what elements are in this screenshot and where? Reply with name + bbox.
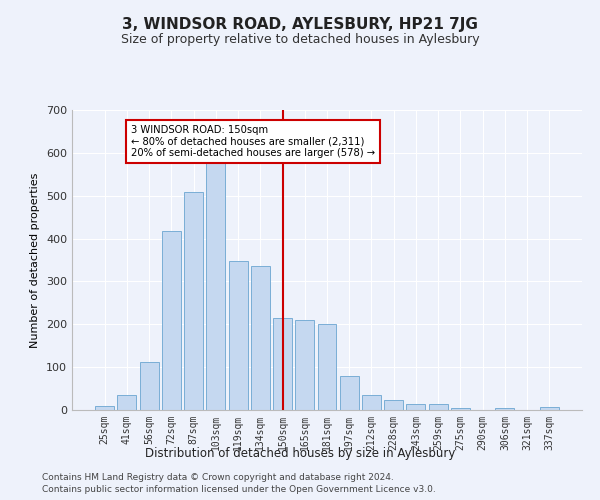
Bar: [206, 162, 225, 410]
Bar: [273, 318, 292, 410]
Text: Size of property relative to detached houses in Aylesbury: Size of property relative to detached ho…: [121, 32, 479, 46]
Bar: [340, 376, 359, 410]
Bar: [540, 406, 559, 410]
Bar: [140, 362, 158, 410]
Text: Contains HM Land Registry data © Crown copyright and database right 2024.: Contains HM Land Registry data © Crown c…: [42, 472, 394, 482]
Bar: [162, 232, 181, 410]
Bar: [496, 408, 514, 410]
Bar: [95, 406, 114, 410]
Bar: [384, 400, 403, 410]
Bar: [406, 404, 425, 410]
Bar: [184, 192, 203, 410]
Text: Distribution of detached houses by size in Aylesbury: Distribution of detached houses by size …: [145, 448, 455, 460]
Bar: [429, 404, 448, 410]
Bar: [451, 408, 470, 410]
Bar: [362, 394, 381, 410]
Text: Contains public sector information licensed under the Open Government Licence v3: Contains public sector information licen…: [42, 485, 436, 494]
Text: 3, WINDSOR ROAD, AYLESBURY, HP21 7JG: 3, WINDSOR ROAD, AYLESBURY, HP21 7JG: [122, 18, 478, 32]
Y-axis label: Number of detached properties: Number of detached properties: [31, 172, 40, 348]
Text: 3 WINDSOR ROAD: 150sqm
← 80% of detached houses are smaller (2,311)
20% of semi-: 3 WINDSOR ROAD: 150sqm ← 80% of detached…: [131, 125, 376, 158]
Bar: [317, 324, 337, 410]
Bar: [295, 320, 314, 410]
Bar: [229, 261, 248, 410]
Bar: [118, 395, 136, 410]
Bar: [251, 266, 270, 410]
